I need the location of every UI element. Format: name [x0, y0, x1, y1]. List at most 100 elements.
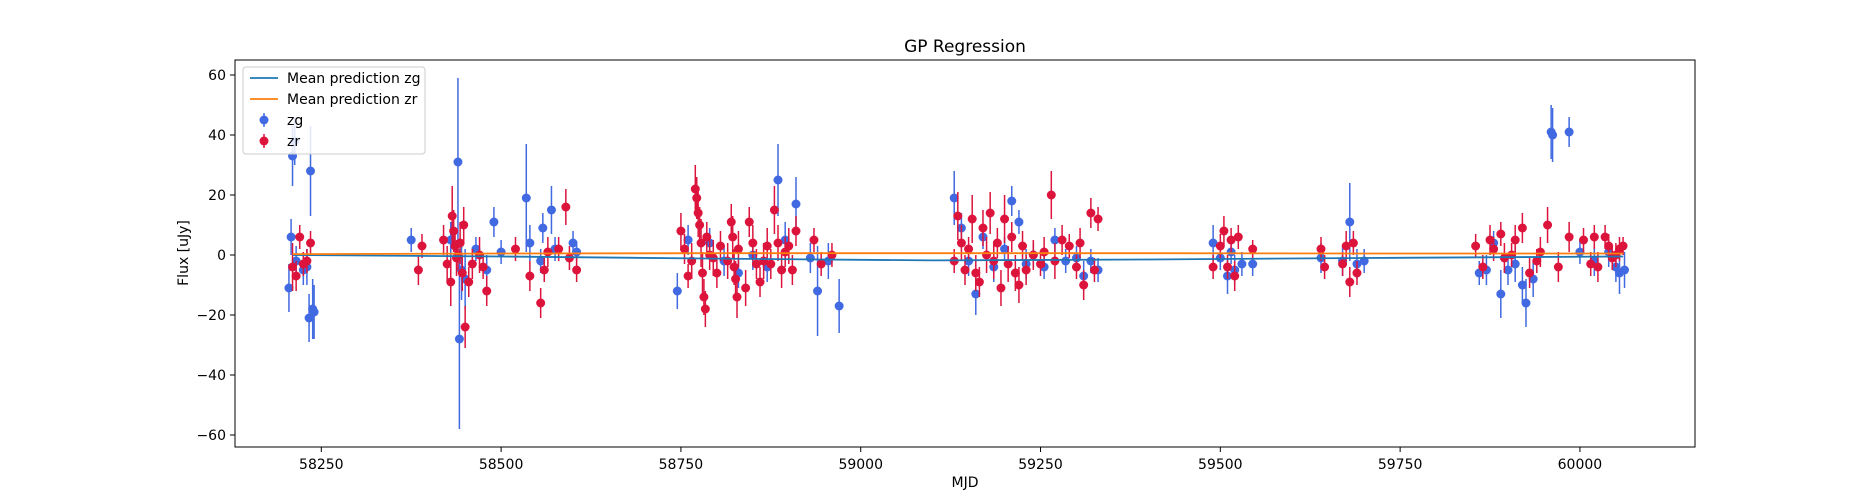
data-point: [1093, 214, 1103, 224]
x-tick-label: 59000: [838, 457, 883, 473]
data-point: [1028, 250, 1038, 260]
data-point: [449, 226, 459, 236]
data-point: [1248, 259, 1258, 269]
data-point: [700, 304, 710, 314]
y-tick-label: 60: [208, 68, 226, 84]
data-point: [478, 262, 488, 272]
data-point: [1618, 241, 1628, 251]
data-point: [1046, 190, 1056, 200]
data-point: [1000, 214, 1010, 224]
data-point: [1021, 265, 1031, 275]
y-tick-label: 20: [208, 188, 226, 204]
data-point: [949, 193, 959, 203]
data-point: [1050, 256, 1060, 266]
data-point: [744, 217, 754, 227]
data-point: [459, 220, 469, 230]
data-point: [1338, 259, 1348, 269]
data-point: [510, 244, 520, 254]
x-axis-label: MJD: [952, 475, 979, 491]
data-point: [978, 223, 988, 233]
y-axis: −60 −40 −20 0 20 40 60: [196, 68, 235, 444]
legend-label-zr-line: Mean prediction zr: [287, 92, 418, 108]
data-point: [699, 292, 709, 302]
data-point: [693, 208, 703, 218]
data-point: [1341, 241, 1351, 251]
data-point: [1007, 232, 1017, 242]
data-point: [816, 259, 826, 269]
data-point: [680, 244, 690, 254]
data-point: [1208, 238, 1218, 248]
data-point: [1316, 244, 1326, 254]
data-point: [1604, 241, 1614, 251]
data-point: [457, 268, 467, 278]
y-tick-label: 0: [217, 248, 226, 264]
plot-area: [284, 78, 1630, 429]
data-point: [572, 247, 582, 257]
data-point: [1517, 280, 1527, 290]
data-point: [1496, 289, 1506, 299]
data-point: [525, 238, 535, 248]
data-point: [1014, 280, 1024, 290]
data-point: [1007, 196, 1017, 206]
series-line-Mean prediction zr: [292, 252, 1624, 256]
data-point: [1320, 262, 1330, 272]
data-point: [1233, 232, 1243, 242]
data-point: [1075, 238, 1085, 248]
data-point: [1471, 241, 1481, 251]
data-point: [1018, 241, 1028, 251]
data-point: [546, 205, 556, 215]
data-point: [1071, 262, 1081, 272]
data-point: [417, 241, 427, 251]
y-tick-label: −40: [196, 368, 226, 384]
data-point: [482, 286, 492, 296]
data-point: [454, 334, 464, 344]
data-point: [1548, 130, 1558, 140]
data-point: [1237, 259, 1247, 269]
legend: Mean prediction zg Mean prediction zr zg…: [242, 66, 426, 155]
x-tick-label: 59750: [1378, 457, 1423, 473]
data-point: [1086, 208, 1096, 218]
data-point: [1000, 244, 1010, 254]
data-point: [729, 262, 739, 272]
data-point: [1086, 256, 1096, 266]
data-point: [809, 235, 819, 245]
data-point: [715, 241, 725, 251]
data-point: [561, 202, 571, 212]
data-point: [525, 271, 535, 281]
data-point: [805, 253, 815, 263]
data-point: [1208, 262, 1218, 272]
chart-title: GP Regression: [904, 37, 1026, 57]
data-point: [1532, 256, 1542, 266]
data-point: [960, 265, 970, 275]
data-point: [769, 205, 779, 215]
data-point: [1230, 271, 1240, 281]
data-point: [288, 262, 298, 272]
data-point: [413, 265, 423, 275]
data-point: [672, 286, 682, 296]
y-tick-label: −60: [196, 428, 226, 444]
x-tick-label: 59250: [1018, 457, 1063, 473]
data-point: [572, 265, 582, 275]
data-point: [741, 283, 751, 293]
data-point: [974, 277, 984, 287]
data-point: [1586, 259, 1596, 269]
data-point: [1593, 262, 1603, 272]
data-point: [702, 232, 712, 242]
x-tick-label: 58250: [299, 457, 344, 473]
data-point: [784, 241, 794, 251]
data-point: [467, 259, 477, 269]
data-point: [1010, 268, 1020, 278]
data-point: [304, 313, 314, 323]
legend-box: [242, 66, 426, 155]
data-point: [536, 298, 546, 308]
data-point: [306, 238, 316, 248]
x-tick-label: 58500: [479, 457, 524, 473]
data-point: [302, 256, 312, 266]
data-point: [733, 244, 743, 254]
data-point: [286, 232, 296, 242]
data-point: [1525, 268, 1535, 278]
data-point: [284, 283, 294, 293]
data-point: [773, 175, 783, 185]
data-point: [1003, 259, 1013, 269]
